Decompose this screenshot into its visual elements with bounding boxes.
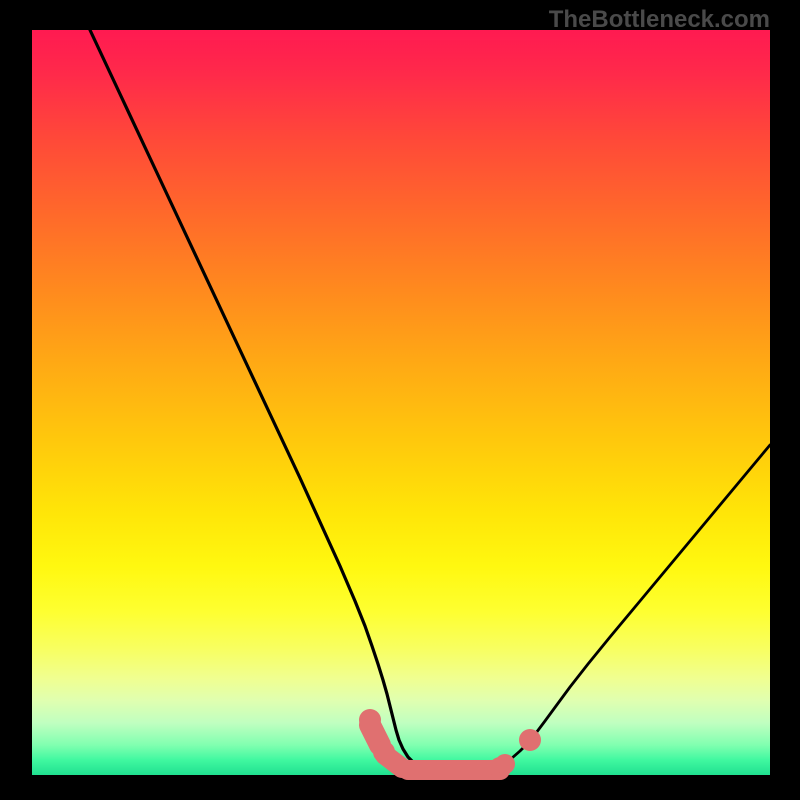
chart-svg	[0, 0, 800, 800]
watermark-text: TheBottleneck.com	[549, 6, 770, 34]
bottleneck-chart: TheBottleneck.com	[0, 0, 800, 800]
